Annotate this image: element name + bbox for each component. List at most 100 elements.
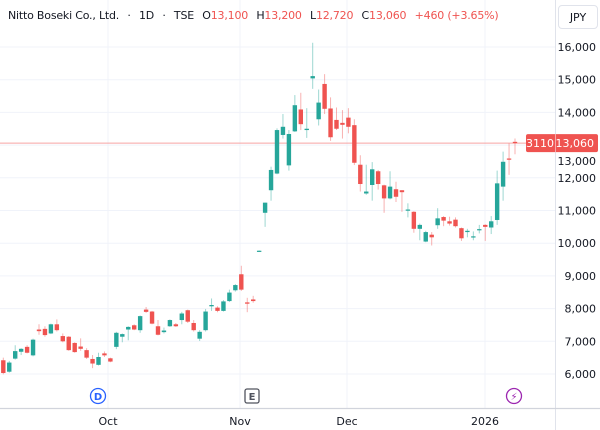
candle-body[interactable] [512,141,518,144]
candle-body[interactable] [18,348,24,352]
candle-body[interactable] [185,310,190,322]
candle-body[interactable] [84,350,89,358]
earnings-icon-label: E [249,392,256,403]
candle-body[interactable] [155,326,161,335]
candle-body[interactable] [489,221,494,228]
candle-body[interactable] [441,217,446,221]
candle-body[interactable] [274,130,280,174]
candle-body[interactable] [328,108,333,138]
candle-body[interactable] [459,228,464,239]
candle-body[interactable] [346,117,351,127]
candle-body[interactable] [364,191,369,194]
candle-body[interactable] [137,316,143,331]
symbol-name[interactable]: Nitto Boseki Co., Ltd. [8,9,120,22]
lightning-icon[interactable] [505,387,523,405]
candle-body[interactable] [304,128,309,131]
candle-body[interactable] [215,307,220,311]
candle-body[interactable] [191,322,196,331]
candle-body[interactable] [340,122,345,125]
candle-body[interactable] [221,301,226,311]
interval[interactable]: 1D [138,9,155,22]
candle-body[interactable] [393,189,399,197]
candle-body[interactable] [227,292,232,302]
candle-body[interactable] [477,229,482,231]
candle-body[interactable] [72,342,77,353]
candle-body[interactable] [298,109,303,125]
candle-body[interactable] [387,186,393,199]
candle-body[interactable] [375,171,381,185]
x-tick-label: Dec [336,415,357,428]
candle-body[interactable] [167,320,173,327]
low-value: 12,720 [315,9,354,22]
candle-body[interactable] [245,302,250,304]
candle-body[interactable] [256,250,262,252]
candle-body[interactable] [132,325,137,330]
candle-body[interactable] [399,190,405,193]
candle-body[interactable] [108,358,113,362]
candle-body[interactable] [352,125,357,163]
candle-body[interactable] [66,336,71,351]
candle-body[interactable] [500,161,506,187]
candle-body[interactable] [358,164,363,185]
candle-body[interactable] [60,336,65,342]
candle-body[interactable] [435,218,440,226]
candle-body[interactable] [239,274,244,290]
candle-body[interactable] [197,331,202,339]
candle-body[interactable] [78,346,83,349]
y-tick-label: 12,000 [558,172,597,185]
candle-body[interactable] [1,360,6,374]
candle-body[interactable] [262,202,268,213]
candle-body[interactable] [120,334,125,337]
candle-body[interactable] [405,209,411,211]
candle-body[interactable] [322,83,327,109]
candle-body[interactable] [280,126,286,135]
candle-body[interactable] [179,313,184,321]
y-tick-label: 9,000 [565,270,597,283]
candle-body[interactable] [286,133,292,166]
candle-body[interactable] [292,105,298,132]
candle-body[interactable] [7,362,12,372]
candle-body[interactable] [102,353,107,356]
candle-body[interactable] [251,299,256,302]
candle-body[interactable] [173,324,179,327]
candle-body[interactable] [417,224,422,229]
candle-body[interactable] [114,332,119,347]
candle-body[interactable] [506,158,512,160]
candle-body[interactable] [161,330,167,333]
candle-body[interactable] [334,119,339,129]
candle-body[interactable] [471,236,476,238]
candle-body[interactable] [203,311,208,331]
candle-body[interactable] [90,358,95,364]
candle-body[interactable] [447,221,452,224]
earnings-icon[interactable] [244,388,260,404]
candle-body[interactable] [54,324,60,331]
candle-body[interactable] [233,285,238,291]
candle-body[interactable] [48,324,54,334]
candle-body[interactable] [316,102,321,120]
candle-body[interactable] [36,329,42,332]
candle-body[interactable] [494,183,500,220]
candle-body[interactable] [381,185,387,199]
currency-button[interactable]: JPY [558,5,598,29]
dividend-icon[interactable] [89,387,107,405]
candle-body[interactable] [465,230,470,233]
candle-body[interactable] [453,219,458,227]
candle-body[interactable] [310,76,315,79]
candle-body[interactable] [370,169,375,185]
candle-body[interactable] [126,326,131,330]
candle-body[interactable] [423,232,428,242]
candle-body[interactable] [13,351,18,359]
candle-body[interactable] [209,305,214,307]
candle-body[interactable] [429,234,434,238]
candle-body[interactable] [411,211,417,229]
candle-body[interactable] [96,356,101,365]
candle-body[interactable] [30,339,36,356]
candle-body[interactable] [42,328,48,336]
candle-body[interactable] [149,311,155,324]
candle-body[interactable] [268,169,274,191]
candle-body[interactable] [24,346,30,353]
candle-body[interactable] [483,224,488,227]
candle-body[interactable] [143,309,149,312]
